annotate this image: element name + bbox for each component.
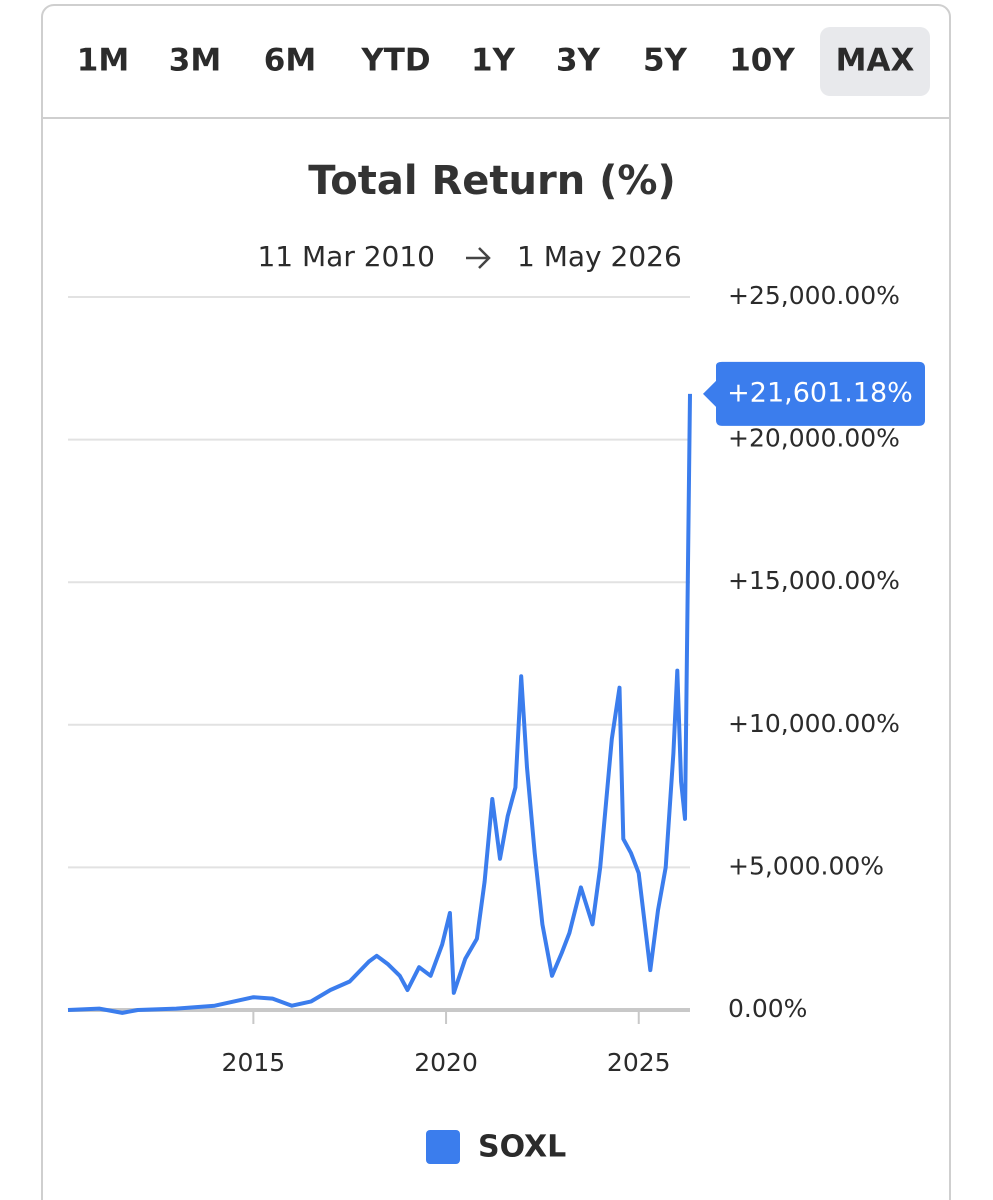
range-arrow: [466, 247, 491, 269]
tab[interactable]: 1M: [77, 43, 129, 79]
tab[interactable]: 6M: [264, 43, 316, 79]
legend-swatch: [426, 1130, 460, 1164]
date-end: 1 May 2026: [517, 240, 682, 273]
tab[interactable]: 5Y: [643, 43, 688, 79]
x-tick-label: 2015: [222, 1048, 286, 1077]
tab[interactable]: 1Y: [471, 43, 516, 79]
tab[interactable]: 3Y: [556, 43, 601, 79]
tab[interactable]: 3M: [169, 43, 221, 79]
y-tick-label: +25,000.00%: [728, 281, 900, 310]
legend-label: SOXL: [478, 1130, 566, 1165]
value-label: +21,601.18%: [727, 377, 913, 408]
chart-title: Total Return (%): [308, 158, 676, 204]
tab-bar: 1M 3M 6M YTD 1Y 3Y 5Y 10Y MAX: [77, 27, 930, 96]
y-tick-label: +20,000.00%: [728, 424, 900, 453]
y-tick-label: +5,000.00%: [728, 851, 884, 880]
tab[interactable]: MAX: [836, 43, 915, 79]
x-tick-label: 2020: [414, 1048, 478, 1077]
tab[interactable]: 10Y: [729, 43, 795, 79]
y-tick-label: +10,000.00%: [728, 709, 900, 738]
callout-bg: [703, 361, 925, 426]
y-tick-label: 0.00%: [728, 994, 807, 1023]
line: [67, 393, 692, 1015]
y-tick-label: +15,000.00%: [728, 566, 900, 595]
date-start: 11 Mar 2010: [257, 240, 435, 273]
tab-selected-bg: [820, 27, 930, 96]
x-tick-label: 2025: [607, 1048, 671, 1077]
tab[interactable]: YTD: [360, 43, 430, 79]
card: [41, 4, 951, 1200]
